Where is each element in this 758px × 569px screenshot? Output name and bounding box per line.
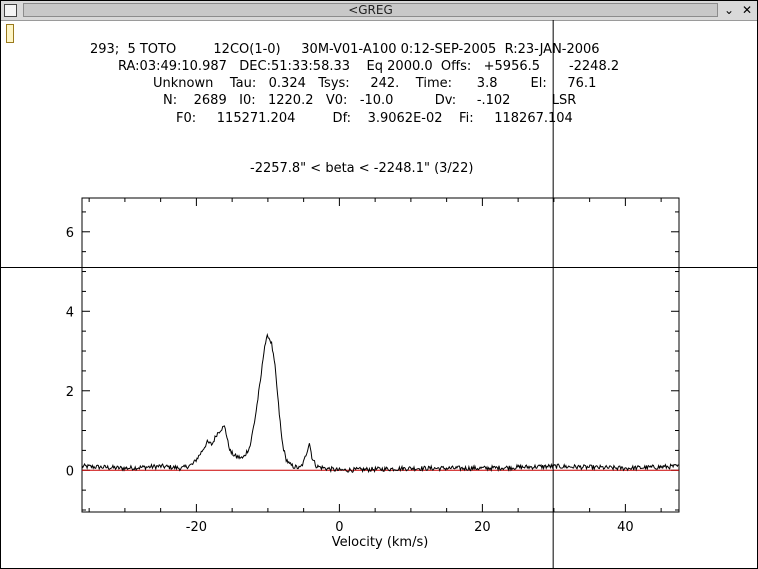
resize-handle[interactable] [6,24,14,43]
header-line-1: 293; 5 TOTO 12CO(1-0) 30M-V01-A100 0:12-… [90,42,600,57]
x-tick-label: 20 [474,520,491,535]
plot-subtitle: -2257.8" < beta < -2248.1" (3/22) [250,161,473,176]
x-axis-label: Velocity (km/s) [332,535,429,550]
window-title: <GREG [348,3,393,17]
y-tick-label: 4 [66,305,74,320]
spectrum-series [81,332,679,474]
window-menu-button[interactable] [4,4,17,17]
y-tick-label: 0 [66,464,74,479]
header-line-2: RA:03:49:10.987 DEC:51:33:58.33 Eq 2000.… [118,59,619,74]
x-tick-label: 40 [617,520,634,535]
header-line-5: F0: 115271.204 Df: 3.9062E-02 Fi: 118267… [176,111,573,126]
tick-labels: -20 0 20 40 0 2 4 6 [66,226,634,535]
header-line-4: N: 2689 I0: 1220.2 V0: -10.0 Dv: -.102 L… [163,93,576,108]
title-area[interactable]: <GREG [23,3,718,17]
x-tick-label: -20 [186,520,207,535]
close-icon[interactable]: ✕ [741,3,753,17]
y-tick-label: 6 [66,226,74,241]
plot-frame [81,197,680,513]
header-line-3: Unknown Tau: 0.324 Tsys: 242. Time: 3.8 … [153,76,596,91]
y-tick-label: 2 [66,385,74,400]
title-bar[interactable]: <GREG ⌄ ✕ [1,1,757,21]
minimize-icon[interactable]: ⌄ [723,3,735,17]
axis-ticks [82,198,679,512]
x-tick-label: 0 [335,520,343,535]
